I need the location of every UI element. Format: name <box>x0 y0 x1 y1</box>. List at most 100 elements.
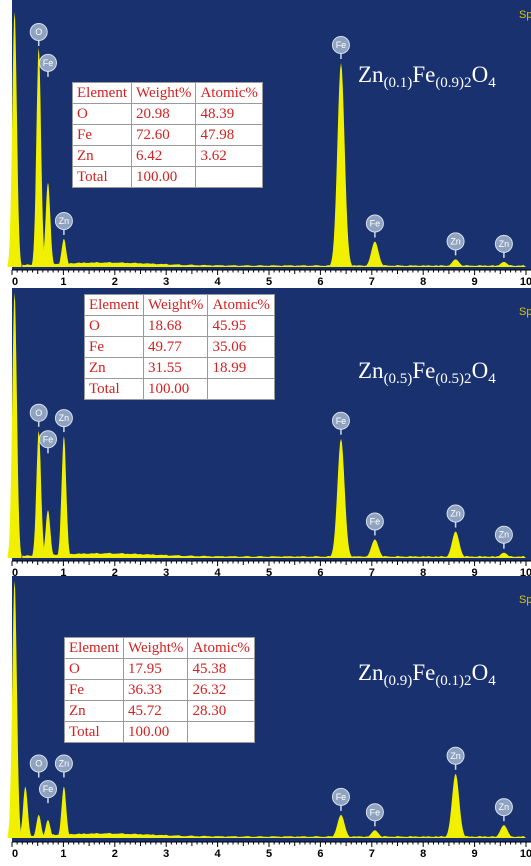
x-tick-label: 5 <box>266 276 272 288</box>
spectrum-peak <box>444 259 467 267</box>
spectrum-baseline <box>22 552 527 558</box>
spectrum-peak <box>330 814 352 838</box>
spectrum-peak <box>493 261 515 267</box>
x-tick-label: 7 <box>369 567 375 576</box>
element-cell: Total <box>72 166 132 188</box>
x-tick-label: 4 <box>215 567 222 576</box>
x-tick-label: 1 <box>60 276 66 288</box>
atomic-cell: 48.39 <box>195 103 263 125</box>
x-tick-label: 10 <box>520 567 531 576</box>
formula-sub: (0.5)2 <box>435 371 472 387</box>
x-axis-strip <box>12 842 531 864</box>
atomic-cell <box>207 378 275 400</box>
x-tick-label: 8 <box>420 567 426 576</box>
formula-base: O <box>471 358 489 383</box>
weight-cell: 100.00 <box>130 166 197 188</box>
element-header: Element <box>64 637 124 659</box>
peak-label-badge <box>494 234 513 253</box>
element-cell: Total <box>64 721 124 743</box>
x-tick-label: 8 <box>420 848 426 860</box>
peak-label-text: Zn <box>499 239 510 249</box>
table-row: Total 100.00 <box>72 166 263 188</box>
element-cell: O <box>64 658 124 680</box>
weight-cell: 100.00 <box>122 721 189 743</box>
peak-label-text: Fe <box>336 792 347 802</box>
peak-label-text: Fe <box>336 416 347 426</box>
table-row: O 17.95 45.38 <box>64 658 255 680</box>
spectrum-peak <box>444 773 467 838</box>
peak-label-badge <box>331 411 350 430</box>
x-tick-label: 3 <box>163 848 169 860</box>
x-tick-label: 4 <box>215 848 222 860</box>
peak-label-badge <box>54 211 73 230</box>
spectrum-peak <box>57 238 71 267</box>
peak-label-text: Fe <box>43 784 54 794</box>
formula-sub: (0.1)2 <box>435 673 472 689</box>
formula-sub: (0.5) <box>383 371 413 387</box>
spectrum-tag: Sp <box>519 594 531 606</box>
peak-label-badge <box>446 746 465 765</box>
table-header-row: Element Weight% Atomic% <box>64 637 255 659</box>
formula-base: Fe <box>412 358 436 383</box>
x-tick-label: 0 <box>12 567 18 576</box>
peak-label-text: Fe <box>43 434 54 444</box>
peak-label-text: Zn <box>499 802 510 812</box>
x-axis-strip <box>12 270 531 286</box>
spectrum-peak <box>7 581 22 838</box>
atomic-cell: 35.06 <box>207 336 275 358</box>
peak-label-badge <box>365 512 384 531</box>
weight-cell: 17.95 <box>122 658 189 680</box>
formula-base: O <box>471 660 489 685</box>
weight-cell: 18.68 <box>142 315 209 337</box>
atomic-header: Atomic% <box>207 294 275 316</box>
peak-label-text: O <box>35 758 42 768</box>
x-tick-label: 9 <box>472 567 478 576</box>
atomic-header: Atomic% <box>195 82 263 104</box>
formula-sub: 4 <box>488 75 496 91</box>
element-header: Element <box>84 294 144 316</box>
atomic-cell: 26.32 <box>187 679 255 701</box>
peak-label-text: Fe <box>336 40 347 50</box>
spectrum-peak <box>444 531 467 558</box>
weight-cell: 36.33 <box>122 679 189 701</box>
table-row: O 20.98 48.39 <box>72 103 263 125</box>
table-row: Total 100.00 <box>84 378 275 400</box>
x-tick-label: 10 <box>520 848 531 860</box>
composition-table-2: Element Weight% Atomic% O 18.68 45.95 Fe… <box>84 294 275 400</box>
spectrum-peak <box>57 786 71 838</box>
x-tick-label: 9 <box>472 276 478 288</box>
spectrum-peak <box>41 510 55 558</box>
spectrum-peak <box>41 182 55 267</box>
spectrum-peak <box>493 552 515 558</box>
peak-label-text: Zn <box>499 530 510 540</box>
peak-label-text: Zn <box>450 751 461 761</box>
formula-label-3: Zn(0.9)Fe(0.1)2O4 <box>358 660 496 690</box>
weight-header: Weight% <box>130 82 197 104</box>
spectrum-peak <box>18 786 33 838</box>
x-tick-label: 2 <box>112 567 118 576</box>
formula-label-1: Zn(0.1)Fe(0.9)2O4 <box>358 62 496 92</box>
table-row: Fe 72.60 47.98 <box>72 124 263 146</box>
spectrum-peak <box>364 539 386 558</box>
peak-label-text: Zn <box>59 413 70 423</box>
x-tick-label: 5 <box>266 567 272 576</box>
formula-sub: (0.1) <box>383 75 413 91</box>
spectrum-peak <box>7 293 22 558</box>
x-tick-label: 8 <box>420 276 426 288</box>
x-tick-label: 7 <box>369 276 375 288</box>
formula-base: Zn <box>358 358 384 383</box>
peak-label-badge <box>446 504 465 523</box>
element-cell: Fe <box>72 124 132 146</box>
x-tick-label: 3 <box>163 276 169 288</box>
table-row: Zn 31.55 18.99 <box>84 357 275 379</box>
peak-label-text: Fe <box>43 58 54 68</box>
weight-cell: 31.55 <box>142 357 209 379</box>
peak-label-text: O <box>35 27 42 37</box>
spectrum-peak <box>31 47 46 268</box>
x-tick-label: 10 <box>520 276 531 288</box>
spectrum-peak <box>57 436 71 558</box>
element-cell: Zn <box>72 145 132 167</box>
peak-label-badge <box>54 754 73 773</box>
element-cell: Total <box>84 378 144 400</box>
